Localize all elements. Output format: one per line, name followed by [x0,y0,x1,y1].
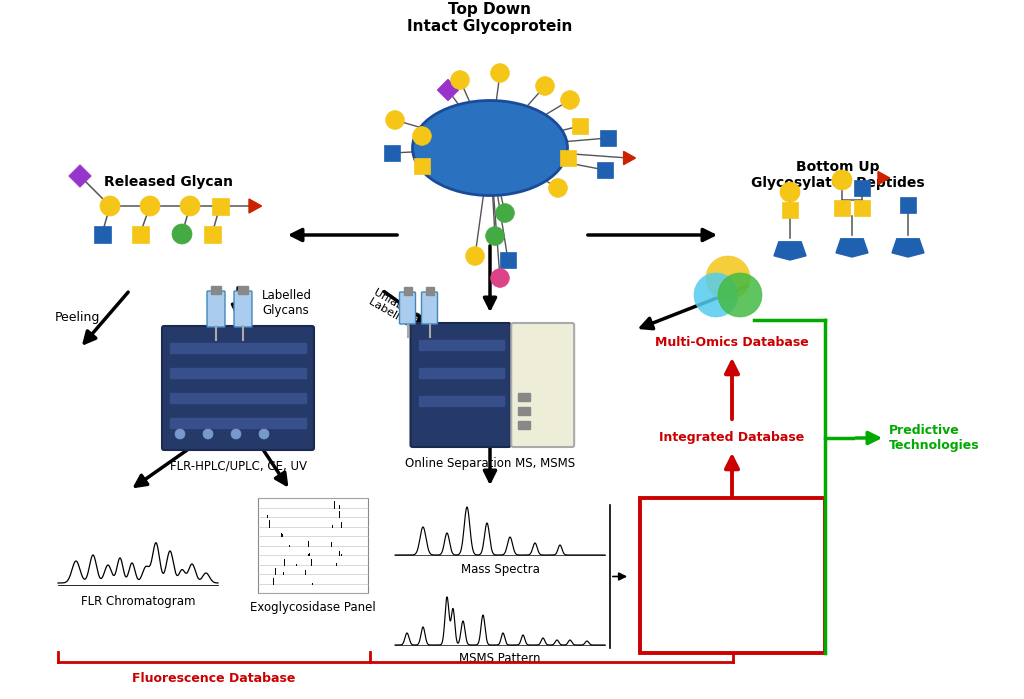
Circle shape [203,429,213,439]
Circle shape [180,196,200,216]
Bar [170,418,306,428]
Polygon shape [774,242,806,260]
Circle shape [175,429,185,439]
Circle shape [231,429,241,439]
Text: MS Database: MS Database [648,507,735,521]
Bar [560,150,577,166]
Text: Released Glycan: Released Glycan [103,175,232,189]
Bar [900,197,916,213]
Bar [500,252,516,268]
Circle shape [706,256,750,300]
Text: FLR-HPLC/UPLC, CE, UV: FLR-HPLC/UPLC, CE, UV [170,459,306,473]
Circle shape [413,127,431,145]
Circle shape [561,91,580,109]
FancyBboxPatch shape [511,323,574,447]
Circle shape [485,226,505,245]
Text: Predictive
Technologies: Predictive Technologies [889,424,980,452]
Circle shape [140,196,160,216]
Text: Integrated Database: Integrated Database [659,431,805,445]
Bar [419,368,504,378]
Bar [212,198,228,215]
Bar [597,161,613,178]
Circle shape [259,429,269,439]
Bar [204,226,220,243]
Bar [238,286,248,294]
Circle shape [536,77,554,95]
Text: Fluorescence Database: Fluorescence Database [132,672,296,684]
Text: Peeling: Peeling [55,312,100,324]
Bar [600,130,616,146]
Polygon shape [892,239,924,257]
Circle shape [451,71,469,89]
Bar [518,393,529,401]
Circle shape [549,179,567,197]
Bar [414,158,430,174]
FancyBboxPatch shape [207,291,225,327]
Bar [834,200,850,216]
Bar [170,393,306,403]
FancyBboxPatch shape [162,326,314,450]
Bar [131,226,148,243]
Bar [571,117,588,134]
Circle shape [100,196,120,216]
Bar [419,396,504,406]
Text: Unlabelled and
Labelled Glycans: Unlabelled and Labelled Glycans [367,287,460,353]
Text: Mass Spectra: Mass Spectra [461,563,540,577]
Bar [384,145,400,161]
Circle shape [386,110,404,129]
Bar [854,200,870,216]
Polygon shape [624,152,636,164]
Text: MSMS Pattern: MSMS Pattern [459,651,541,665]
Bar [170,343,306,353]
Circle shape [466,247,484,266]
Circle shape [496,203,514,222]
Circle shape [718,273,762,317]
Bar [69,165,91,187]
Circle shape [831,170,852,190]
Text: Multi-Omics Database: Multi-Omics Database [655,336,809,349]
FancyBboxPatch shape [411,323,511,447]
Text: Exoglycosidase Panel: Exoglycosidase Panel [250,600,376,614]
Bar [782,202,798,218]
Bar [93,226,111,243]
Bar [640,498,825,653]
Polygon shape [836,239,868,257]
Text: Top Down
Intact Glycoprotein: Top Down Intact Glycoprotein [408,2,572,34]
Text: Online Separation MS, MSMS: Online Separation MS, MSMS [404,456,575,470]
Circle shape [694,273,738,317]
Circle shape [490,64,509,82]
Ellipse shape [413,101,567,196]
Bar [211,286,221,294]
Text: FLR Chromatogram: FLR Chromatogram [81,596,196,609]
FancyBboxPatch shape [399,292,416,324]
Polygon shape [878,171,890,185]
Circle shape [490,268,509,287]
Bar [437,79,459,101]
FancyBboxPatch shape [422,292,437,324]
Bar [854,180,870,196]
Bar [426,287,433,295]
Circle shape [780,182,800,202]
Bar [258,498,368,593]
Circle shape [172,224,193,244]
Bar [419,340,504,350]
Polygon shape [249,199,261,213]
Text: Labelled
Glycans: Labelled Glycans [262,289,312,317]
Bar [403,287,412,295]
Text: Bottom Up
Glycosylated Peptides: Bottom Up Glycosylated Peptides [752,160,925,190]
Bar [170,368,306,378]
Bar [518,421,529,429]
FancyBboxPatch shape [234,291,252,327]
Bar [518,407,529,415]
